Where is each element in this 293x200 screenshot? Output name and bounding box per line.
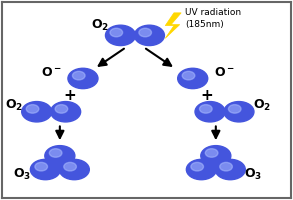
Circle shape — [178, 68, 208, 89]
Circle shape — [134, 25, 164, 46]
Circle shape — [59, 159, 89, 180]
Circle shape — [182, 71, 195, 80]
Text: $\mathbf{O^-}$: $\mathbf{O^-}$ — [214, 66, 235, 79]
Circle shape — [195, 102, 225, 122]
Circle shape — [35, 162, 47, 171]
Text: $\mathbf{O_2}$: $\mathbf{O_2}$ — [253, 98, 271, 113]
Circle shape — [45, 146, 75, 166]
Circle shape — [72, 71, 85, 80]
Circle shape — [55, 105, 68, 113]
Circle shape — [224, 102, 254, 122]
Circle shape — [22, 102, 52, 122]
Circle shape — [200, 105, 212, 113]
Circle shape — [105, 25, 136, 46]
Circle shape — [205, 149, 218, 157]
Text: $\mathbf{O_3}$: $\mathbf{O_3}$ — [13, 167, 31, 182]
Circle shape — [64, 162, 76, 171]
Text: +: + — [201, 88, 214, 103]
Text: $\mathbf{O^-}$: $\mathbf{O^-}$ — [41, 66, 62, 79]
Circle shape — [110, 28, 122, 37]
Text: +: + — [64, 88, 76, 103]
Circle shape — [26, 105, 39, 113]
Circle shape — [49, 149, 62, 157]
Circle shape — [229, 105, 241, 113]
Circle shape — [201, 146, 231, 166]
Circle shape — [51, 102, 81, 122]
Circle shape — [186, 159, 217, 180]
Circle shape — [68, 68, 98, 89]
Circle shape — [139, 28, 151, 37]
Polygon shape — [165, 13, 181, 38]
Circle shape — [215, 159, 245, 180]
Text: $\mathbf{O_2}$: $\mathbf{O_2}$ — [91, 18, 109, 33]
Circle shape — [191, 162, 203, 171]
Text: $\mathbf{O_2}$: $\mathbf{O_2}$ — [5, 98, 23, 113]
Circle shape — [220, 162, 232, 171]
Text: UV radiation
(185nm): UV radiation (185nm) — [185, 8, 242, 29]
Circle shape — [30, 159, 60, 180]
Text: $\mathbf{O_3}$: $\mathbf{O_3}$ — [244, 167, 263, 182]
